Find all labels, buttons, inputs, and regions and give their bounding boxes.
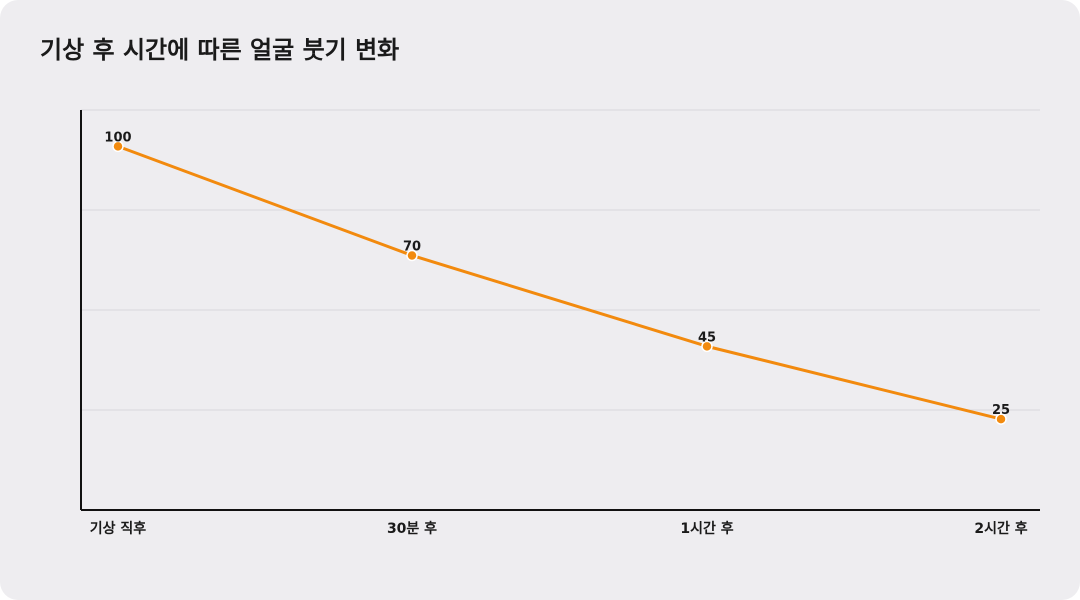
x-tick-label: 1시간 후 <box>680 520 733 537</box>
chart-title: 기상 후 시간에 따른 얼굴 붓기 변화 <box>40 36 400 64</box>
x-tick-label: 30분 후 <box>387 521 437 537</box>
data-label: 70 <box>403 239 421 254</box>
x-tick-label: 2시간 후 <box>974 520 1027 537</box>
data-point <box>112 140 124 153</box>
data-point <box>701 340 713 353</box>
gridlines <box>81 109 1040 411</box>
data-point <box>995 413 1007 425</box>
x-tick-label: 기상 직후 <box>90 520 147 537</box>
x-tick-labels: 기상 직후 30분 후 1시간 후 2시간 후 <box>90 520 1028 537</box>
series-group: 100 70 45 25 <box>104 130 1010 425</box>
data-label: 100 <box>104 130 131 145</box>
axes <box>80 110 1040 511</box>
data-label: 45 <box>698 330 716 345</box>
data-point <box>406 249 418 262</box>
data-label: 25 <box>992 403 1010 418</box>
series-line <box>116 144 1003 421</box>
